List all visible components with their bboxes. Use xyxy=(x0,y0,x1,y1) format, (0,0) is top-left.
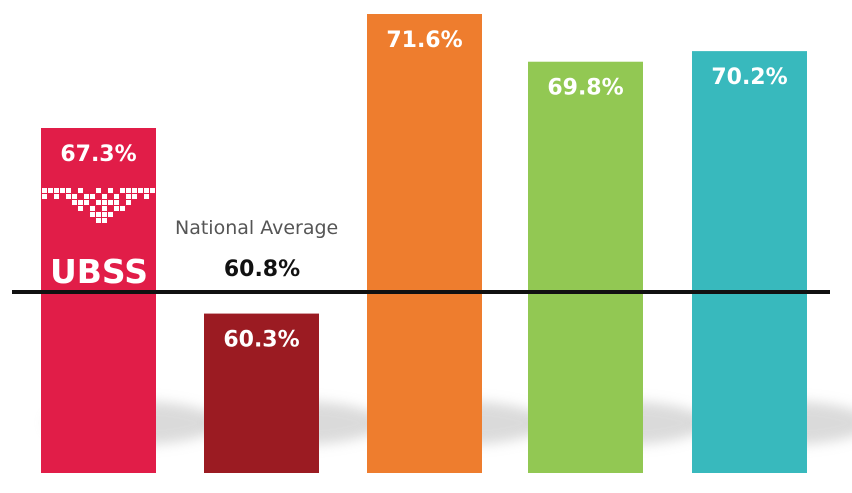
bars-group xyxy=(41,14,807,474)
logo-pixel xyxy=(54,194,59,199)
national-average-caption: National Average xyxy=(175,217,338,239)
logo-pixel xyxy=(72,194,77,199)
bar-4 xyxy=(528,61,643,473)
logo-pixel xyxy=(42,188,47,193)
logo-pixel xyxy=(144,188,149,193)
ubss-logo-text: UBSS xyxy=(50,252,148,291)
logo-pixel xyxy=(114,194,119,199)
logo-pixel xyxy=(78,188,83,193)
logo-pixel xyxy=(126,188,131,193)
logo-pixel xyxy=(102,206,107,211)
logo-pixel xyxy=(126,200,131,205)
logo-pixel xyxy=(72,200,77,205)
logo-pixel xyxy=(138,188,143,193)
logo-pixel xyxy=(42,194,47,199)
logo-pixel xyxy=(150,188,155,193)
bar-value-label: 67.3% xyxy=(60,142,136,167)
logo-pixel xyxy=(96,218,101,223)
logo-pixel xyxy=(78,206,83,211)
logo-pixel xyxy=(84,194,89,199)
logo-pixel xyxy=(60,188,65,193)
ubss-logo: UBSS xyxy=(42,188,155,291)
bar-5 xyxy=(692,51,807,474)
logo-pixel xyxy=(96,188,101,193)
bar-value-label: 60.3% xyxy=(223,328,299,353)
logo-pixel xyxy=(120,188,125,193)
logo-pixel xyxy=(102,218,107,223)
logo-pixel xyxy=(120,206,125,211)
logo-pixel xyxy=(66,194,71,199)
bar-2 xyxy=(204,313,319,473)
logo-pixel xyxy=(132,188,137,193)
logo-pixel xyxy=(96,200,101,205)
logo-pixel xyxy=(66,188,71,193)
logo-pixel xyxy=(90,212,95,217)
logo-pixel xyxy=(114,206,119,211)
bar-value-label: 69.8% xyxy=(547,76,623,101)
logo-pixel xyxy=(126,194,131,199)
national-average-value: 60.8% xyxy=(224,257,300,282)
logo-pixel xyxy=(108,212,113,217)
bar-labels-group: 67.3% 60.3% 71.6% 69.8% 70.2% xyxy=(60,28,787,353)
logo-pixel xyxy=(102,212,107,217)
logo-pixel xyxy=(48,188,53,193)
logo-pixel xyxy=(114,200,119,205)
logo-pixel xyxy=(102,200,107,205)
logo-pixel xyxy=(96,212,101,217)
ubss-logo-pattern xyxy=(42,188,155,223)
bar-value-label: 70.2% xyxy=(711,65,787,90)
logo-pixel xyxy=(78,200,83,205)
bar-value-label: 71.6% xyxy=(386,28,462,53)
logo-pixel xyxy=(108,200,113,205)
bar-1 xyxy=(41,128,156,473)
logo-pixel xyxy=(132,194,137,199)
logo-pixel xyxy=(90,206,95,211)
logo-pixel xyxy=(108,188,113,193)
logo-pixel xyxy=(144,194,149,199)
logo-pixel xyxy=(54,188,59,193)
logo-pixel xyxy=(84,200,89,205)
logo-pixel xyxy=(102,194,107,199)
logo-pixel xyxy=(90,194,95,199)
bar-3 xyxy=(367,14,482,473)
